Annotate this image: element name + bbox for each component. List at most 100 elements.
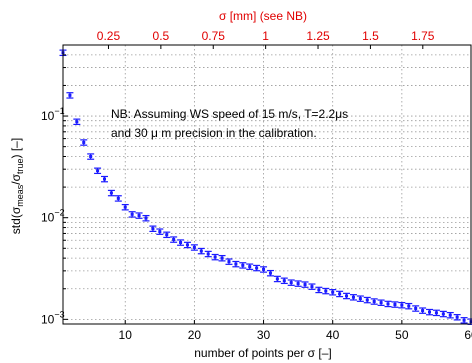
annotation-line-2: and 30 μ m precision in the calibration. — [111, 126, 317, 140]
point-marker — [199, 249, 203, 253]
y-tick-exp: −2 — [54, 208, 64, 218]
data-point — [218, 254, 226, 262]
data-point — [363, 296, 371, 304]
data-point — [246, 263, 254, 270]
y-axis-title: std(σmeas/σtrue) [–] — [9, 138, 25, 234]
point-marker — [151, 227, 155, 231]
x-tick-label: 60 — [464, 328, 472, 342]
point-marker — [421, 309, 425, 313]
grid — [63, 44, 472, 325]
data-point — [100, 175, 108, 183]
x-tick-label: 40 — [326, 328, 340, 342]
y-tick-exp: −1 — [54, 106, 64, 116]
x-axis-title: number of points per σ [–] — [194, 346, 331, 360]
data-point — [260, 266, 268, 273]
point-marker — [179, 241, 183, 245]
y-tick-base: 10 — [41, 109, 55, 123]
point-marker — [434, 311, 438, 315]
data-point — [142, 214, 150, 222]
data-point — [329, 289, 337, 296]
data-point — [107, 189, 115, 197]
data-point — [170, 236, 178, 243]
y-axis-title-main: std(σ — [9, 206, 23, 234]
point-marker — [234, 262, 238, 266]
point-marker — [102, 177, 106, 181]
point-marker — [379, 301, 383, 305]
y-tick-base: 10 — [41, 211, 55, 225]
point-marker — [192, 245, 196, 249]
data-point — [377, 299, 385, 306]
data-point — [322, 287, 330, 295]
point-marker — [303, 283, 307, 287]
data-point — [336, 290, 344, 298]
data-point — [128, 211, 136, 218]
plot-frame — [62, 44, 472, 325]
data-point — [439, 310, 447, 318]
data-point — [384, 300, 392, 308]
point-marker — [386, 302, 390, 306]
top-tick-label: 1.75 — [411, 29, 435, 43]
point-marker — [407, 304, 411, 308]
point-marker — [296, 282, 300, 286]
point-marker — [206, 252, 210, 256]
data-point — [87, 153, 95, 160]
data-point — [114, 195, 122, 202]
data-point — [405, 302, 413, 310]
top-axis-title: σ [mm] (see NB) — [219, 9, 307, 23]
data-point — [80, 139, 88, 146]
point-marker — [89, 155, 93, 159]
data-point — [149, 225, 157, 232]
point-marker — [262, 267, 266, 271]
top-tick-label: 1 — [262, 29, 269, 43]
data-point — [273, 275, 281, 283]
top-tick-label: 0.75 — [202, 29, 226, 43]
data-point — [453, 314, 461, 321]
data-point — [308, 283, 316, 290]
data-point — [460, 317, 468, 324]
data-point — [211, 253, 219, 261]
point-marker — [241, 263, 245, 267]
point-marker — [428, 310, 432, 314]
data-point — [197, 247, 205, 255]
point-marker — [338, 292, 342, 296]
point-marker — [220, 256, 224, 260]
point-marker — [116, 196, 120, 200]
point-marker — [227, 260, 231, 264]
point-marker — [331, 290, 335, 294]
point-marker — [462, 318, 466, 322]
data-point — [432, 309, 440, 317]
y-tick-label: 10−1 — [41, 106, 65, 123]
data-point — [266, 269, 274, 277]
point-marker — [393, 302, 397, 306]
top-tick-label: 0.5 — [153, 29, 170, 43]
point-marker — [268, 271, 272, 275]
data-point — [391, 301, 399, 308]
data-point — [163, 231, 171, 239]
point-marker — [324, 289, 328, 293]
data-point — [315, 286, 323, 294]
point-marker — [310, 285, 314, 289]
point-marker — [289, 281, 293, 285]
data-point — [301, 281, 309, 288]
x-tick-label: 30 — [257, 328, 271, 342]
data-point — [121, 203, 129, 211]
point-marker — [96, 169, 100, 173]
data-point — [398, 301, 406, 309]
y-axis-title-mid: /σ — [9, 173, 23, 184]
point-marker — [123, 205, 127, 209]
point-marker — [172, 238, 176, 242]
point-marker — [137, 214, 141, 218]
point-marker — [351, 295, 355, 299]
point-marker — [185, 243, 189, 247]
y-tick-base: 10 — [41, 312, 55, 326]
axis-ticks: 1020304050600.250.50.7511.251.51.7510−31… — [41, 29, 472, 342]
point-marker — [109, 191, 113, 195]
data-point — [253, 264, 261, 272]
data-point — [232, 260, 240, 268]
point-marker — [400, 303, 404, 307]
data-point — [177, 239, 185, 246]
x-tick-label: 50 — [395, 328, 409, 342]
point-marker — [130, 212, 134, 216]
data-point — [239, 262, 247, 269]
